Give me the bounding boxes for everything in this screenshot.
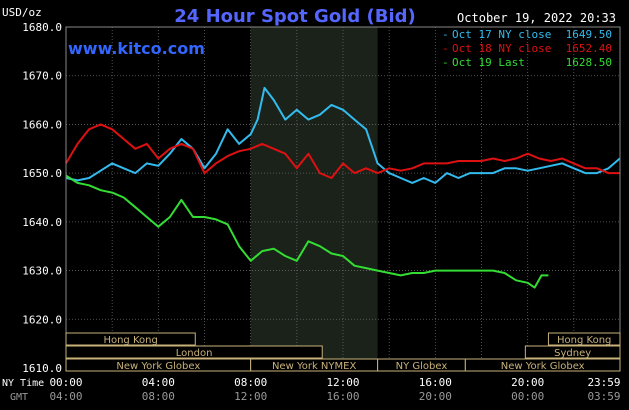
legend: - Oct 17 NY close 1649.50- Oct 18 NY close 1… [442,28,612,69]
ny-time-tick: 16:00 [419,376,452,389]
y-tick-labels: 1610.0 1620.0 1630.0 1640.0 1650.0 1660.0 1670… [22,21,62,375]
legend-value: 1652.40 [566,42,612,55]
y-tick-label: 1620.0 [22,313,62,326]
session-bars: Hong Kong Hong Kong London Sydney New York G… [65,332,621,372]
x-tick-labels: 00:00 04:00 08:00 12:00 16:00 20:00 23:5904:00… [49,376,620,403]
session-label: Hong Kong [103,335,157,346]
gmt-tick: 08:00 [142,390,175,403]
ny-time-tick: 00:00 [49,376,82,389]
ny-time-tick: 23:59 [587,376,620,389]
session-bar [547,332,621,346]
gmt-row-label: GMT [10,392,28,403]
session-label: New York Globex [501,361,585,372]
ny-time-row-label: NY Time [2,378,44,389]
session-label: Hong Kong [557,335,611,346]
ny-time-tick: 08:00 [234,376,267,389]
y-tick-label: 1660.0 [22,118,62,131]
y-tick-label: 1650.0 [22,167,62,180]
legend-label: Oct 18 NY close [452,42,551,55]
session-label: Sydney [554,348,591,359]
legend-label: Oct 19 Last [452,56,525,69]
website-label: www.kitco.com [68,39,205,58]
y-tick-label: 1640.0 [22,216,62,229]
session-bar [65,345,323,359]
price-series [65,86,621,289]
gmt-tick: 12:00 [234,390,267,403]
session-label: New York Globex [116,361,200,372]
legend-value: 1649.50 [566,28,612,41]
session-bar [524,345,621,359]
legend-dash: - [442,28,449,41]
session-label: NY Globex [396,361,448,372]
legend-value: 1628.50 [566,56,612,69]
series-line-3 [65,174,549,289]
session-label: London [176,348,213,359]
gmt-tick: 04:00 [49,390,82,403]
nymex-highlight-band [250,27,378,368]
series-line-1 [65,86,621,184]
gmt-tick: 20:00 [419,390,452,403]
legend-label: Oct 17 NY close [452,28,551,41]
y-unit-label: USD/oz [2,6,42,19]
gmt-tick: 03:59 [587,390,620,403]
gmt-tick: 00:00 [511,390,544,403]
y-tick-label: 1630.0 [22,265,62,278]
gmt-tick: 16:00 [326,390,359,403]
y-tick-label: 1680.0 [22,21,62,34]
ny-time-tick: 12:00 [326,376,359,389]
session-label: New York NYMEX [272,361,357,372]
ny-time-tick: 04:00 [142,376,175,389]
session-bar [65,332,196,346]
chart-date: October 19, 2022 20:33 [457,11,616,25]
ny-time-tick: 20:00 [511,376,544,389]
series-line-2 [65,123,620,179]
session-bar [464,358,621,372]
y-tick-label: 1610.0 [22,362,62,375]
y-tick-label: 1670.0 [22,70,62,83]
chart-title: 24 Hour Spot Gold (Bid) [174,6,415,27]
legend-dash: - [442,42,449,55]
legend-dash: - [442,56,449,69]
